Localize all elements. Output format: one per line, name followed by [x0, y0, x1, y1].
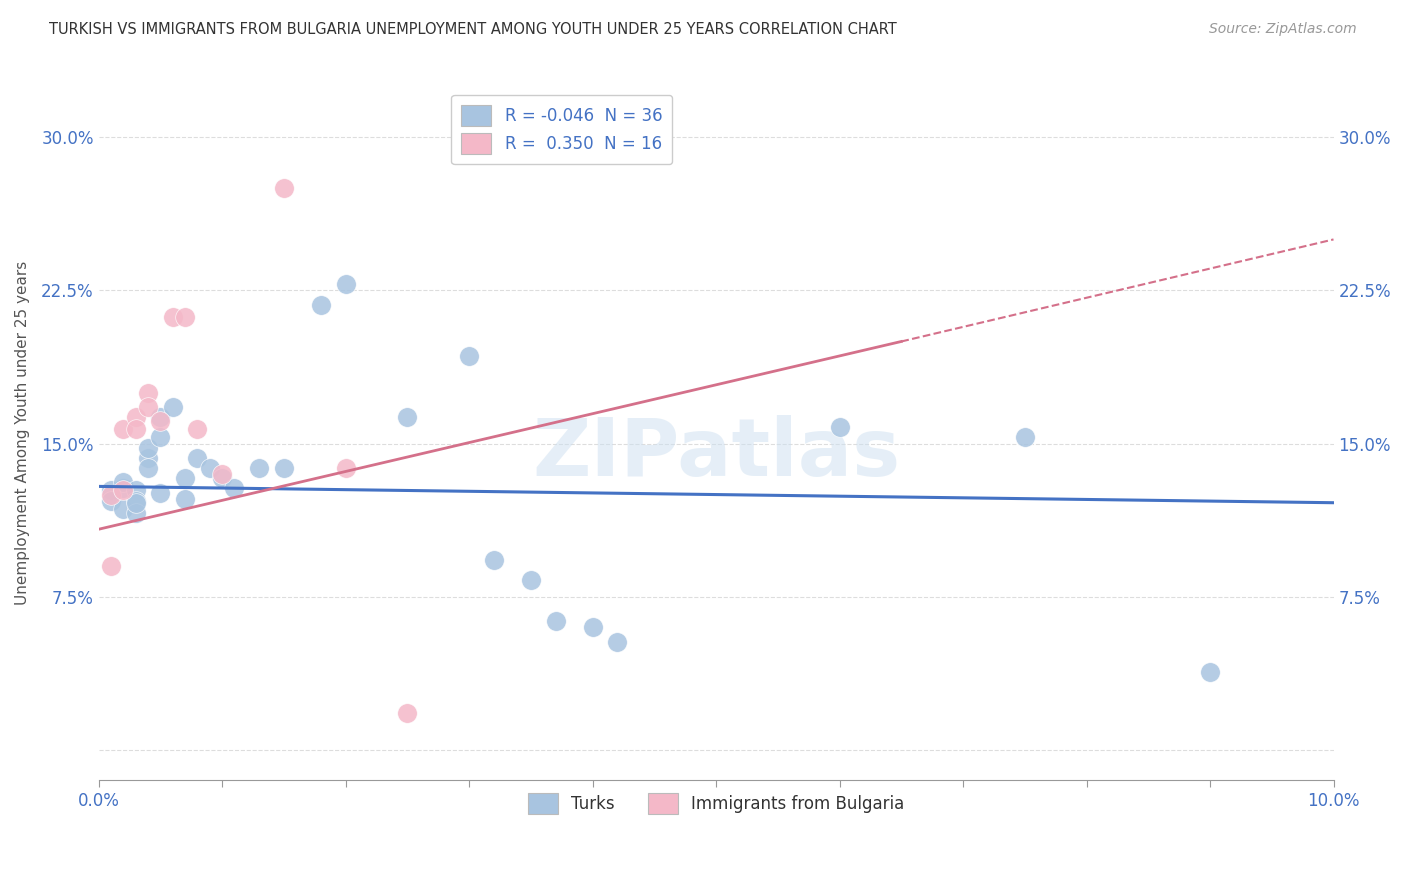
Point — [273, 181, 295, 195]
Point — [100, 493, 122, 508]
Point — [136, 461, 159, 475]
Point — [100, 483, 122, 498]
Legend: Turks, Immigrants from Bulgaria: Turks, Immigrants from Bulgaria — [517, 782, 914, 824]
Point — [100, 487, 122, 501]
Y-axis label: Unemployment Among Youth under 25 years: Unemployment Among Youth under 25 years — [15, 261, 30, 606]
Point — [124, 493, 146, 508]
Text: ZIPatlas: ZIPatlas — [531, 415, 900, 493]
Point — [124, 483, 146, 498]
Point — [136, 400, 159, 414]
Point — [186, 422, 208, 436]
Point — [149, 414, 172, 428]
Point — [149, 409, 172, 424]
Point — [224, 482, 246, 496]
Point — [124, 422, 146, 436]
Point — [112, 422, 135, 436]
Point — [149, 430, 172, 444]
Point — [162, 310, 184, 324]
Point — [174, 491, 197, 506]
Point — [335, 277, 357, 292]
Point — [273, 461, 295, 475]
Point — [100, 559, 122, 574]
Point — [544, 614, 567, 628]
Point — [112, 475, 135, 490]
Point — [186, 450, 208, 465]
Point — [482, 553, 505, 567]
Point — [112, 483, 135, 498]
Point — [309, 298, 332, 312]
Point — [174, 471, 197, 485]
Point — [247, 461, 270, 475]
Point — [396, 706, 419, 720]
Point — [136, 385, 159, 400]
Point — [174, 310, 197, 324]
Point — [335, 461, 357, 475]
Point — [149, 485, 172, 500]
Text: Source: ZipAtlas.com: Source: ZipAtlas.com — [1209, 22, 1357, 37]
Point — [136, 441, 159, 455]
Point — [520, 574, 543, 588]
Text: TURKISH VS IMMIGRANTS FROM BULGARIA UNEMPLOYMENT AMONG YOUTH UNDER 25 YEARS CORR: TURKISH VS IMMIGRANTS FROM BULGARIA UNEM… — [49, 22, 897, 37]
Point — [136, 450, 159, 465]
Point — [606, 634, 628, 648]
Point — [112, 482, 135, 496]
Point — [112, 501, 135, 516]
Point — [211, 467, 233, 482]
Point — [124, 409, 146, 424]
Point — [1014, 430, 1036, 444]
Point — [581, 620, 603, 634]
Point — [458, 349, 481, 363]
Point — [162, 400, 184, 414]
Point — [396, 409, 419, 424]
Point — [828, 420, 851, 434]
Point — [211, 471, 233, 485]
Point — [198, 461, 221, 475]
Point — [124, 506, 146, 520]
Point — [1199, 665, 1222, 680]
Point — [124, 496, 146, 510]
